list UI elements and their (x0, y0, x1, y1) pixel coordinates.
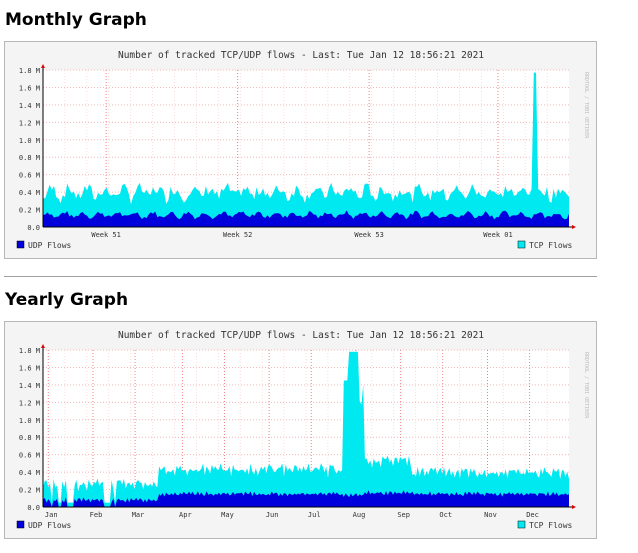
y-tick-label: 0.8 M (19, 434, 40, 442)
yearly-graph: 1.8 M 1.6 M 1.4 M 1.2 M 1.0 M 0.8 M 0.6 M 0.4 M… (4, 321, 597, 539)
y-tick-label: 0.4 M (19, 469, 40, 477)
y-tick-label: 0.2 M (19, 207, 40, 215)
legend-swatch-udp (16, 520, 25, 529)
monthly-graph: 1.8 M 1.6 M 1.4 M 1.2 M 1.0 M 0.8 M 0.6 M 0.4 M… (4, 41, 597, 259)
x-tick-label: Nov (484, 511, 497, 519)
series-tcp-flows (43, 72, 569, 227)
monthly-graph-heading: Monthly Graph (5, 10, 147, 30)
legend-swatch-tcp (517, 240, 526, 249)
x-tick-label: Dec (526, 511, 539, 519)
y-axis-arrow (41, 64, 45, 68)
rrdtool-watermark: RRDTOOL / TOBI OETIKER (583, 352, 589, 419)
section-divider (4, 276, 597, 277)
y-tick-label: 1.4 M (19, 102, 40, 110)
y-axis-arrow (41, 344, 45, 348)
y-tick-label: 0.4 M (19, 189, 40, 197)
x-tick-label: Week 52 (223, 231, 253, 239)
x-tick-label: Jan (45, 511, 58, 519)
y-tick-label: 1.8 M (19, 347, 40, 355)
y-tick-label: 0.2 M (19, 487, 40, 495)
y-tick-label: 0.8 M (19, 154, 40, 162)
x-axis-arrow (572, 225, 576, 229)
y-tick-label: 0.0 (27, 504, 40, 512)
y-tick-label: 0.0 (27, 224, 40, 232)
yearly-graph-heading: Yearly Graph (5, 290, 129, 310)
y-tick-label: 1.4 M (19, 382, 40, 390)
y-tick-label: 1.0 M (19, 417, 40, 425)
y-tick-label: 1.6 M (19, 84, 40, 92)
y-tick-label: 0.6 M (19, 452, 40, 460)
x-tick-label: Oct (439, 511, 452, 519)
y-tick-label: 1.0 M (19, 137, 40, 145)
x-tick-label: Week 01 (483, 231, 513, 239)
legend-swatch-tcp (517, 520, 526, 529)
y-tick-label: 1.8 M (19, 67, 40, 75)
x-tick-label: Week 53 (354, 231, 384, 239)
x-tick-label: May (221, 511, 234, 519)
legend-label-tcp: TCP Flows (529, 241, 573, 250)
x-tick-label: Jul (308, 511, 321, 519)
x-tick-label: Aug (353, 511, 366, 519)
x-axis-arrow (572, 505, 576, 509)
y-tick-label: 0.6 M (19, 172, 40, 180)
chart-title: Number of tracked TCP/UDP flows - Last: … (118, 50, 484, 61)
legend-label-tcp: TCP Flows (529, 521, 573, 530)
x-tick-label: Apr (179, 511, 192, 519)
series-udp-flows (43, 490, 569, 507)
rrdtool-watermark: RRDTOOL / TOBI OETIKER (583, 72, 589, 139)
x-tick-label: Mar (132, 511, 145, 519)
x-tick-label: Week 51 (91, 231, 121, 239)
y-tick-label: 1.2 M (19, 399, 40, 407)
chart-title: Number of tracked TCP/UDP flows - Last: … (118, 330, 484, 341)
legend-label-udp: UDP Flows (28, 241, 72, 250)
y-tick-label: 1.6 M (19, 364, 40, 372)
x-tick-label: Jun (266, 511, 279, 519)
x-tick-label: Sep (397, 511, 410, 519)
yearly-chart-svg: 1.8 M 1.6 M 1.4 M 1.2 M 1.0 M 0.8 M 0.6 M 0.4 M… (16, 330, 589, 530)
x-tick-label: Feb (90, 511, 103, 519)
legend-swatch-udp (16, 240, 25, 249)
monthly-chart-svg: 1.8 M 1.6 M 1.4 M 1.2 M 1.0 M 0.8 M 0.6 M 0.4 M… (16, 50, 589, 250)
series-tcp-flows (43, 351, 569, 507)
series-udp-flows (43, 210, 569, 227)
y-tick-label: 1.2 M (19, 119, 40, 127)
legend-label-udp: UDP Flows (28, 521, 72, 530)
